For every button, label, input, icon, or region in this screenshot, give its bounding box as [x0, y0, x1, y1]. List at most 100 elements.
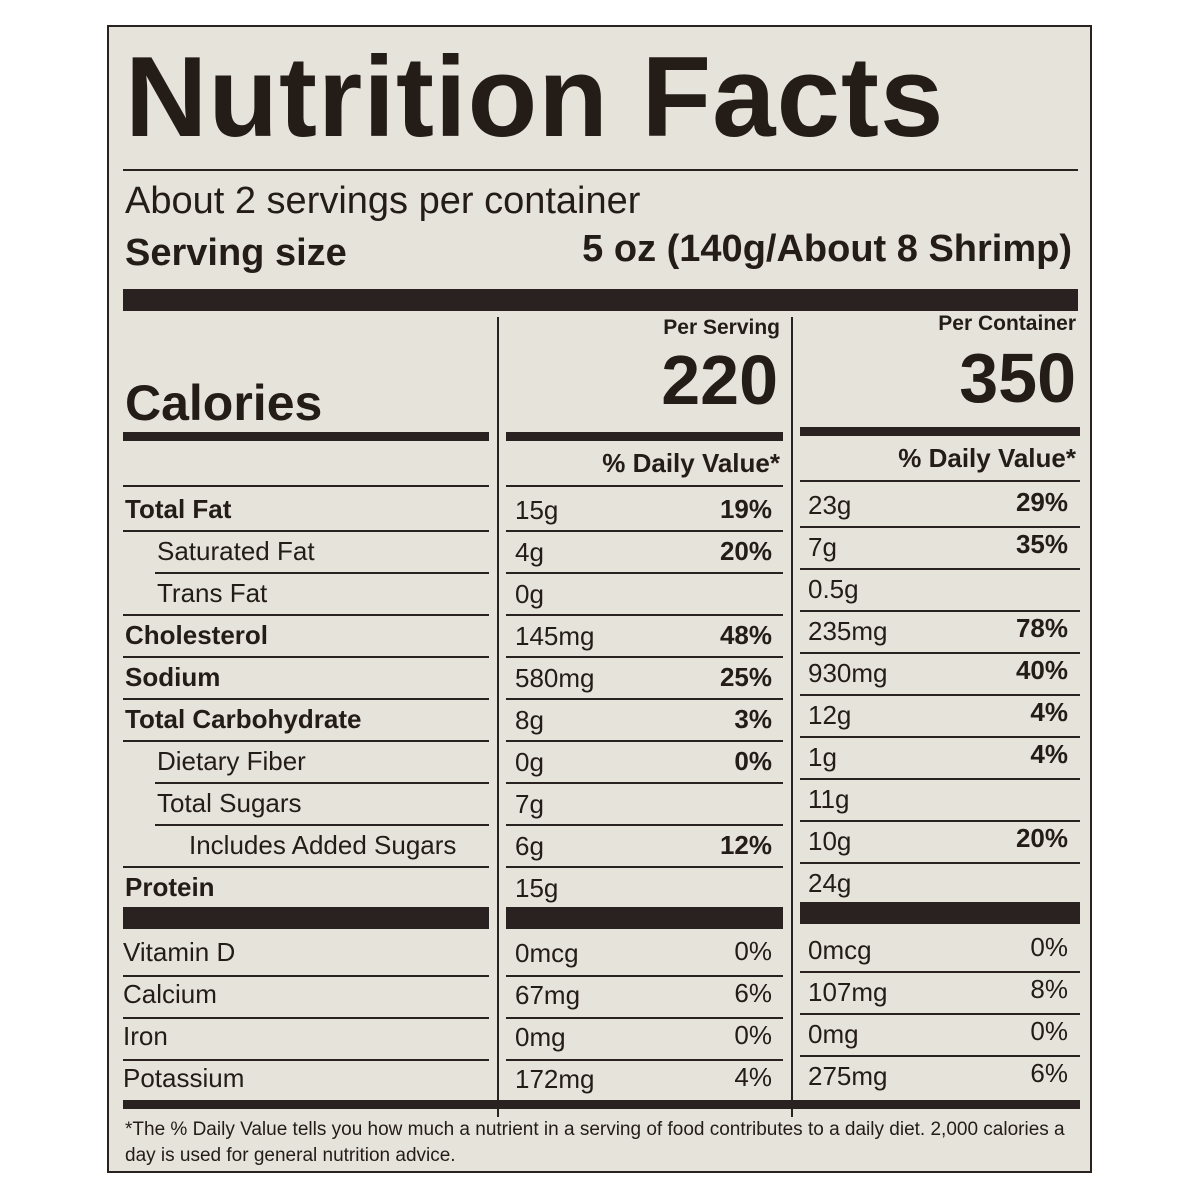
serving-amount: 15g [515, 873, 559, 903]
table-row-divider [506, 614, 783, 616]
serving-amount: 580mg [515, 663, 595, 693]
per-serving-header: Per Serving [663, 316, 780, 339]
serving-daily-value: 0% [734, 746, 772, 776]
table-row-divider [123, 975, 489, 977]
container-daily-value: 6% [1030, 1058, 1068, 1088]
nutrient-name: Total Fat [125, 494, 232, 524]
table-row-divider [800, 1013, 1080, 1015]
serving-size-label: Serving size [125, 232, 347, 274]
serving-daily-value: 0% [734, 936, 772, 966]
calories-divider-container [800, 427, 1080, 436]
container-daily-value: 40% [1015, 655, 1068, 685]
nutrient-name: Total Carbohydrate [125, 704, 362, 734]
table-row-divider [506, 656, 783, 658]
dv-header-serving: % Daily Value* [602, 448, 780, 478]
table-row-divider [800, 526, 1080, 528]
column-divider-serving [497, 317, 499, 1117]
nutrient-name: Trans Fat [157, 578, 268, 608]
label-title: Nutrition Facts [125, 34, 945, 161]
table-row-divider [800, 778, 1080, 780]
container-amount: 24g [808, 868, 852, 898]
container-daily-value: 4% [1030, 739, 1068, 769]
dv-header-container: % Daily Value* [898, 443, 1076, 473]
table-row-divider [155, 824, 489, 826]
container-amount: 10g [808, 826, 852, 856]
container-daily-value: 4% [1030, 697, 1068, 727]
table-row-divider [123, 530, 489, 532]
calories-label: Calories [125, 375, 323, 431]
calories-per-serving: 220 [661, 341, 778, 419]
calories-divider-name [123, 432, 489, 441]
table-row-divider [800, 820, 1080, 822]
table-row-divider [800, 480, 1080, 482]
table-row-divider [123, 740, 489, 742]
nutrient-name: Sodium [125, 662, 221, 692]
table-row-divider [123, 656, 489, 658]
container-amount: 1g [808, 742, 837, 772]
serving-amount: 4g [515, 537, 544, 567]
serving-daily-value: 0% [734, 1020, 772, 1050]
table-row-divider [800, 971, 1080, 973]
serving-amount: 0g [515, 579, 544, 609]
serving-daily-value: 6% [734, 978, 772, 1008]
table-row-divider [800, 1055, 1080, 1057]
container-daily-value: 29% [1015, 487, 1068, 517]
serving-daily-value: 48% [719, 620, 772, 650]
serving-amount: 15g [515, 495, 559, 525]
table-row-divider [800, 694, 1080, 696]
vitamin-divider-serving [506, 907, 783, 929]
container-amount: 0.5g [808, 574, 859, 604]
calories-per-container: 350 [959, 339, 1076, 417]
serving-daily-value: 25% [719, 662, 772, 692]
footnote: *The % Daily Value tells you how much a … [125, 1119, 1065, 1166]
container-daily-value: 0% [1030, 932, 1068, 962]
container-daily-value: 78% [1015, 613, 1068, 643]
vitamin-name: Calcium [123, 979, 217, 1009]
container-amount: 275mg [808, 1061, 888, 1091]
nutrient-name: Includes Added Sugars [189, 830, 457, 860]
serving-amount: 7g [515, 789, 544, 819]
table-row-divider [506, 782, 783, 784]
container-amount: 23g [808, 490, 852, 520]
serving-amount: 172mg [515, 1064, 595, 1094]
table-row-divider [123, 485, 489, 487]
vitamin-divider-container [800, 902, 1080, 924]
footnote-divider [123, 1100, 1080, 1109]
table-row-divider [506, 975, 783, 977]
serving-amount: 8g [515, 705, 544, 735]
serving-daily-value: 19% [719, 494, 772, 524]
vitamin-divider-name [123, 907, 489, 929]
container-amount: 0mg [808, 1019, 859, 1049]
container-amount: 0mcg [808, 935, 872, 965]
table-row-divider [506, 1017, 783, 1019]
vitamin-name: Potassium [123, 1063, 245, 1093]
serving-amount: 6g [515, 831, 544, 861]
serving-amount: 0g [515, 747, 544, 777]
container-amount: 11g [808, 784, 850, 814]
table-row-divider [800, 568, 1080, 570]
nutrient-name: Total Sugars [157, 788, 302, 818]
table-row-divider [155, 572, 489, 574]
serving-daily-value: 20% [719, 536, 772, 566]
title-divider [123, 169, 1078, 171]
table-row-divider [155, 782, 489, 784]
serving-amount: 0mg [515, 1022, 566, 1052]
serving-amount: 145mg [515, 621, 595, 651]
table-row-divider [123, 614, 489, 616]
table-row-divider [123, 1059, 489, 1061]
container-amount: 235mg [808, 616, 888, 646]
calories-divider-serving [506, 432, 783, 441]
nutrient-name: Protein [125, 872, 215, 902]
table-row-divider [506, 866, 783, 868]
nutrient-name: Saturated Fat [157, 536, 315, 566]
table-row-divider [800, 610, 1080, 612]
nutrient-name: Cholesterol [125, 620, 269, 650]
container-daily-value: 0% [1030, 1016, 1068, 1046]
vitamin-name: Iron [123, 1021, 168, 1051]
container-amount: 12g [808, 700, 852, 730]
serving-size-divider [123, 289, 1078, 311]
table-row-divider [123, 866, 489, 868]
table-row-divider [506, 485, 783, 487]
table-row-divider [800, 862, 1080, 864]
table-row-divider [800, 736, 1080, 738]
